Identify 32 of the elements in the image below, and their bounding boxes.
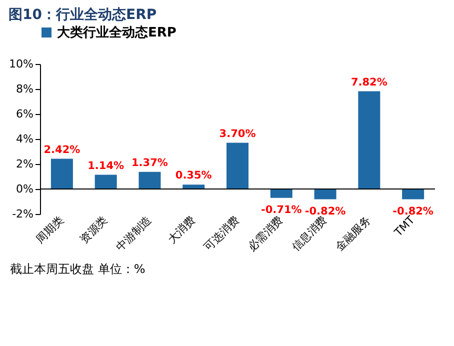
bar xyxy=(50,158,73,189)
data-label: 1.14% xyxy=(88,160,125,172)
data-label: 0.35% xyxy=(175,170,212,182)
y-tick-label: 10% xyxy=(9,58,34,70)
data-label: -0.71% xyxy=(260,204,302,216)
data-label: 1.37% xyxy=(132,156,168,169)
bar xyxy=(270,189,292,198)
x-tick-label: 中游制造 xyxy=(114,214,154,254)
bar xyxy=(182,184,205,189)
x-tick-label: 必需消费 xyxy=(245,214,286,254)
y-tick-label: 2% xyxy=(16,158,34,170)
bar xyxy=(94,174,117,189)
chart-title: 图10：行业全动态ERP xyxy=(8,7,157,23)
x-tick-label: 周期类 xyxy=(34,214,66,246)
bar xyxy=(358,91,380,189)
y-tick-label: -2% xyxy=(12,208,34,220)
bar xyxy=(314,189,336,200)
text: 截止本周五收盘 单位：% xyxy=(10,262,146,276)
legend-label: 大类行业全动态ERP xyxy=(57,24,176,40)
data-label: 3.70% xyxy=(219,128,256,140)
x-tick-label: 大消费 xyxy=(165,214,198,246)
data-label: 2.42% xyxy=(44,144,81,156)
x-tick-label: 可选消费 xyxy=(201,214,242,254)
bar xyxy=(226,142,248,189)
bar xyxy=(138,172,161,189)
x-tick-label: 资源类 xyxy=(78,214,110,246)
y-tick-label: 4% xyxy=(16,132,34,146)
y-tick-label: 0% xyxy=(16,182,34,196)
y-tick-label: 8% xyxy=(16,82,34,96)
y-tick-label: 6% xyxy=(16,108,34,120)
data-label: 7.82% xyxy=(350,76,388,88)
bar xyxy=(402,189,424,200)
